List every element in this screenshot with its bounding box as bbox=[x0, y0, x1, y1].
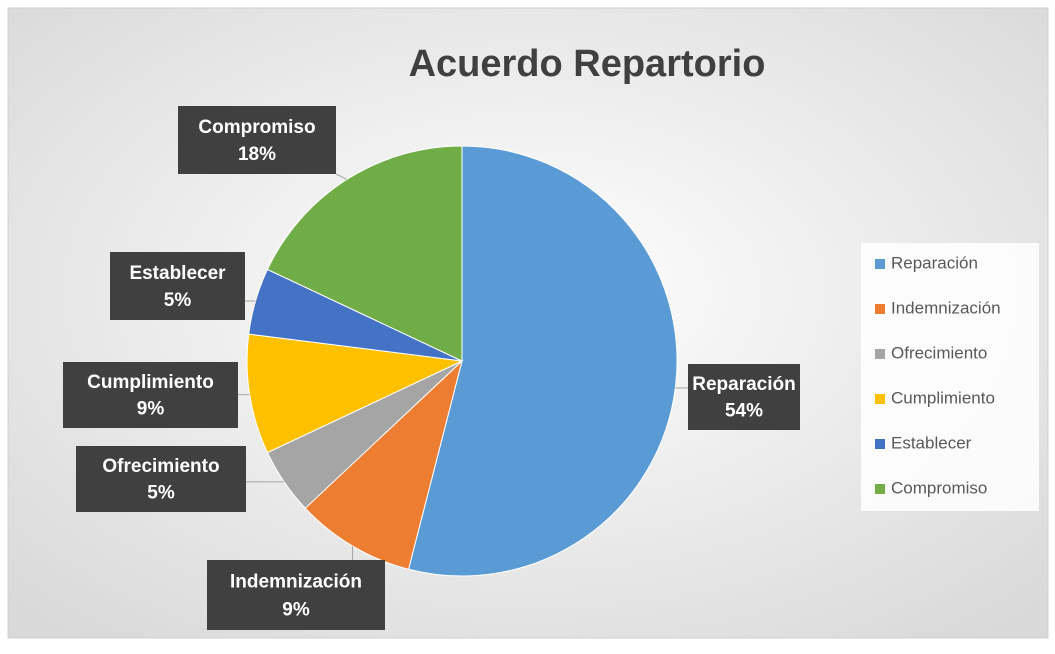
chart-title: Acuerdo Repartorio bbox=[409, 43, 766, 85]
data-label-name: Ofrecimiento bbox=[102, 456, 219, 477]
legend-swatch bbox=[875, 439, 885, 449]
data-label-box bbox=[688, 364, 800, 430]
data-label-value: 5% bbox=[147, 483, 175, 504]
data-label-value: 54% bbox=[725, 401, 763, 422]
data-label-name: Compromiso bbox=[198, 117, 315, 138]
data-label-value: 9% bbox=[137, 399, 165, 420]
legend-label: Ofrecimiento bbox=[891, 343, 987, 362]
legend-label: Reparación bbox=[891, 253, 978, 272]
legend-swatch bbox=[875, 484, 885, 494]
legend-swatch bbox=[875, 259, 885, 269]
legend-label: Indemnización bbox=[891, 298, 1001, 317]
legend-label: Cumplimiento bbox=[891, 388, 995, 407]
data-label-box bbox=[207, 560, 385, 630]
data-label-box bbox=[63, 362, 238, 428]
legend-label: Establecer bbox=[891, 433, 972, 452]
legend-swatch bbox=[875, 394, 885, 404]
data-label-name: Establecer bbox=[129, 263, 226, 284]
data-label-name: Indemnización bbox=[230, 571, 362, 592]
data-label-value: 5% bbox=[164, 290, 192, 311]
data-label-name: Cumplimiento bbox=[87, 372, 214, 393]
data-label-value: 18% bbox=[238, 144, 276, 165]
data-label-value: 9% bbox=[282, 599, 310, 620]
leader-line bbox=[335, 173, 348, 180]
legend-swatch bbox=[875, 349, 885, 359]
legend-box bbox=[861, 243, 1039, 511]
legend-swatch bbox=[875, 304, 885, 314]
data-label-box bbox=[178, 106, 336, 174]
data-label-box bbox=[110, 252, 245, 320]
data-label-box bbox=[76, 446, 246, 512]
legend-label: Compromiso bbox=[891, 478, 987, 497]
data-label-name: Reparación bbox=[692, 374, 795, 395]
